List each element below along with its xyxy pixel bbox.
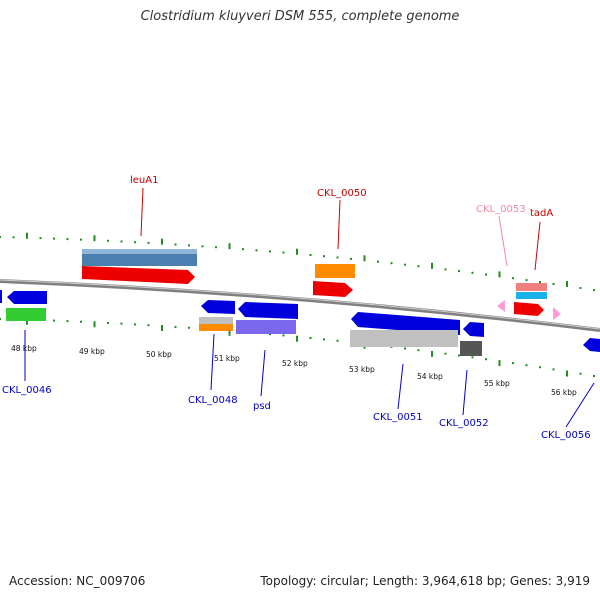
gene-CKL_0052-arrow[interactable] — [463, 322, 484, 337]
reverse-strand-genes — [0, 290, 600, 356]
gene-label-CKL_0050[interactable]: CKL_0050 — [317, 188, 367, 199]
scale-label-51kbp: 51 kbp — [214, 354, 240, 363]
gene-pink-left-triangle — [497, 300, 505, 312]
gene-CKL_0053-pink-bar[interactable] — [516, 283, 547, 291]
gene-label-psd[interactable]: psd — [253, 401, 271, 412]
connector-CKL_0056 — [565, 382, 595, 428]
genome-backbone-highlight — [0, 279, 600, 330]
connector-CKL_0052 — [462, 369, 468, 416]
connector-psd — [260, 349, 266, 397]
scale-labels: 48 kbp 49 kbp 50 kbp 51 kbp 52 kbp 53 kb… — [11, 344, 577, 397]
gene-CKL_0046-green-bar[interactable] — [6, 308, 46, 321]
label-connectors — [24, 187, 595, 428]
gene-pink-right-triangle — [553, 307, 561, 320]
forward-strand-genes — [82, 249, 561, 320]
connector-CKL_0053 — [498, 215, 508, 267]
gene-psd-arrow[interactable] — [238, 302, 298, 319]
gene-label-CKL_0051[interactable]: CKL_0051 — [373, 412, 423, 423]
scale-label-54kbp: 54 kbp — [417, 372, 443, 381]
gene-CKL_0051-arrow[interactable] — [351, 312, 460, 335]
scale-label-49kbp: 49 kbp — [79, 347, 105, 356]
connector-tadA — [534, 221, 541, 271]
connector-leuA1 — [140, 187, 144, 237]
scale-label-55kbp: 55 kbp — [484, 379, 510, 388]
gene-label-CKL_0048[interactable]: CKL_0048 — [188, 395, 238, 406]
gene-CKL_0048-silver-bar[interactable] — [199, 317, 233, 324]
genome-backbone — [0, 279, 600, 332]
gene-CKL_0050-arrow[interactable] — [313, 281, 353, 297]
gene-tadA-arrow[interactable] — [514, 302, 544, 316]
scale-label-50kbp: 50 kbp — [146, 350, 172, 359]
gene-CKL_0056-arrow[interactable] — [583, 338, 600, 352]
gene-label-CKL_0046[interactable]: CKL_0046 — [2, 385, 52, 396]
gene-CKL_0048-orange-bar[interactable] — [199, 324, 233, 331]
gene-CKL_0048-arrow[interactable] — [201, 300, 235, 314]
scale-label-56kbp: 56 kbp — [551, 388, 577, 397]
accession-text: Accession: NC_009706 — [9, 574, 146, 588]
gene-label-CKL_0056[interactable]: CKL_0056 — [541, 430, 591, 441]
scale-ticks-upper — [0, 232, 595, 292]
gene-label-leuA1[interactable]: leuA1 — [130, 175, 158, 186]
connector-CKL_0050 — [337, 199, 341, 250]
gene-label-CKL_0053[interactable]: CKL_0053 — [476, 204, 526, 215]
connector-CKL_0048 — [210, 333, 215, 391]
diagram-title: Clostridium kluyveri DSM 555, complete g… — [140, 9, 460, 24]
gene-tadA-cyan-bar[interactable] — [516, 292, 547, 299]
gene-leuA1-steel-bar-shine — [82, 249, 197, 254]
scale-label-53kbp: 53 kbp — [349, 365, 375, 374]
gene-label-tadA[interactable]: tadA — [530, 208, 553, 219]
gene-CKL_0050-orange-bar[interactable] — [315, 264, 355, 278]
scale-label-52kbp: 52 kbp — [282, 359, 308, 368]
gene-label-CKL_0052[interactable]: CKL_0052 — [439, 418, 489, 429]
gene-psd-purple-bar[interactable] — [236, 320, 296, 334]
gene-leuA1-arrow[interactable] — [82, 266, 195, 284]
connector-CKL_0051 — [397, 363, 404, 410]
gene-left-edge-arrow[interactable] — [0, 290, 2, 303]
gene-labels: leuA1 CKL_0050 CKL_0053 tadA CKL_0046 CK… — [2, 175, 591, 441]
gene-CKL_0051-silver-bar[interactable] — [350, 330, 458, 347]
gene-CKL_0046-arrow[interactable] — [7, 291, 47, 304]
gene-CKL_0052-darkgray-bar[interactable] — [460, 341, 482, 356]
scale-label-48kbp: 48 kbp — [11, 344, 37, 353]
topology-text: Topology: circular; Length: 3,964,618 bp… — [260, 574, 590, 588]
